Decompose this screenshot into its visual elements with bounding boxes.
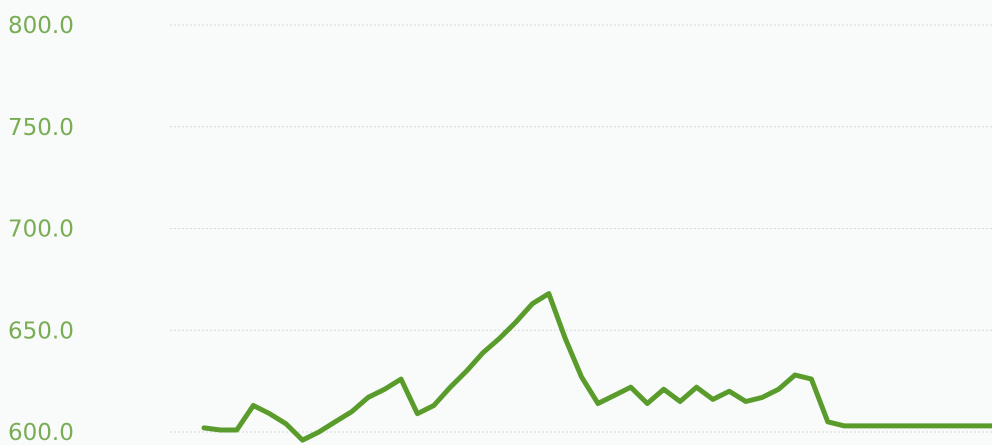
data-point	[449, 386, 451, 388]
data-point	[761, 396, 763, 398]
data-point	[351, 411, 353, 413]
data-point	[778, 388, 780, 390]
data-point	[236, 429, 238, 431]
data-point	[728, 390, 730, 392]
data-point	[663, 388, 665, 390]
data-point	[794, 374, 796, 376]
data-point	[302, 439, 303, 441]
data-point	[745, 401, 747, 402]
data-point	[942, 425, 944, 427]
y-tick-label: 650.0	[8, 318, 74, 344]
data-point	[466, 370, 468, 372]
data-point	[252, 405, 254, 406]
data-point	[975, 425, 977, 427]
data-point	[860, 425, 862, 427]
data-point	[827, 421, 829, 423]
data-point	[958, 425, 960, 427]
data-point	[581, 376, 583, 378]
data-point	[285, 423, 287, 425]
y-tick-label: 700.0	[8, 217, 74, 243]
series-line	[201, 291, 992, 443]
data-point	[564, 337, 566, 339]
y-tick-label: 800.0	[8, 13, 74, 39]
data-point	[696, 386, 697, 388]
data-point	[416, 413, 418, 415]
data-point	[613, 394, 615, 396]
data-point	[843, 425, 845, 427]
data-point	[679, 401, 681, 402]
data-point	[433, 405, 435, 406]
data-point	[367, 396, 369, 398]
data-point	[810, 378, 812, 380]
data-point	[909, 425, 911, 427]
data-point	[482, 352, 484, 354]
y-tick-label: 600.0	[8, 420, 74, 445]
series-group	[201, 291, 992, 443]
data-point	[384, 388, 386, 390]
data-point	[269, 413, 271, 415]
data-point	[400, 378, 402, 380]
data-point	[318, 431, 320, 433]
data-point	[630, 386, 632, 388]
data-point	[646, 403, 648, 404]
data-point	[219, 429, 221, 431]
data-point	[597, 403, 599, 404]
data-point	[712, 398, 714, 400]
y-axis: 800.0 750.0 700.0 650.0 600.0	[8, 13, 74, 445]
data-point	[203, 427, 205, 429]
data-point	[876, 425, 878, 427]
data-point	[893, 425, 894, 427]
data-point	[925, 425, 927, 427]
data-point	[548, 293, 550, 295]
grid	[170, 24, 992, 433]
data-point	[499, 337, 500, 339]
y-tick-label: 750.0	[8, 115, 74, 141]
data-point	[515, 321, 517, 323]
data-point	[334, 421, 336, 423]
data-point	[531, 303, 533, 305]
